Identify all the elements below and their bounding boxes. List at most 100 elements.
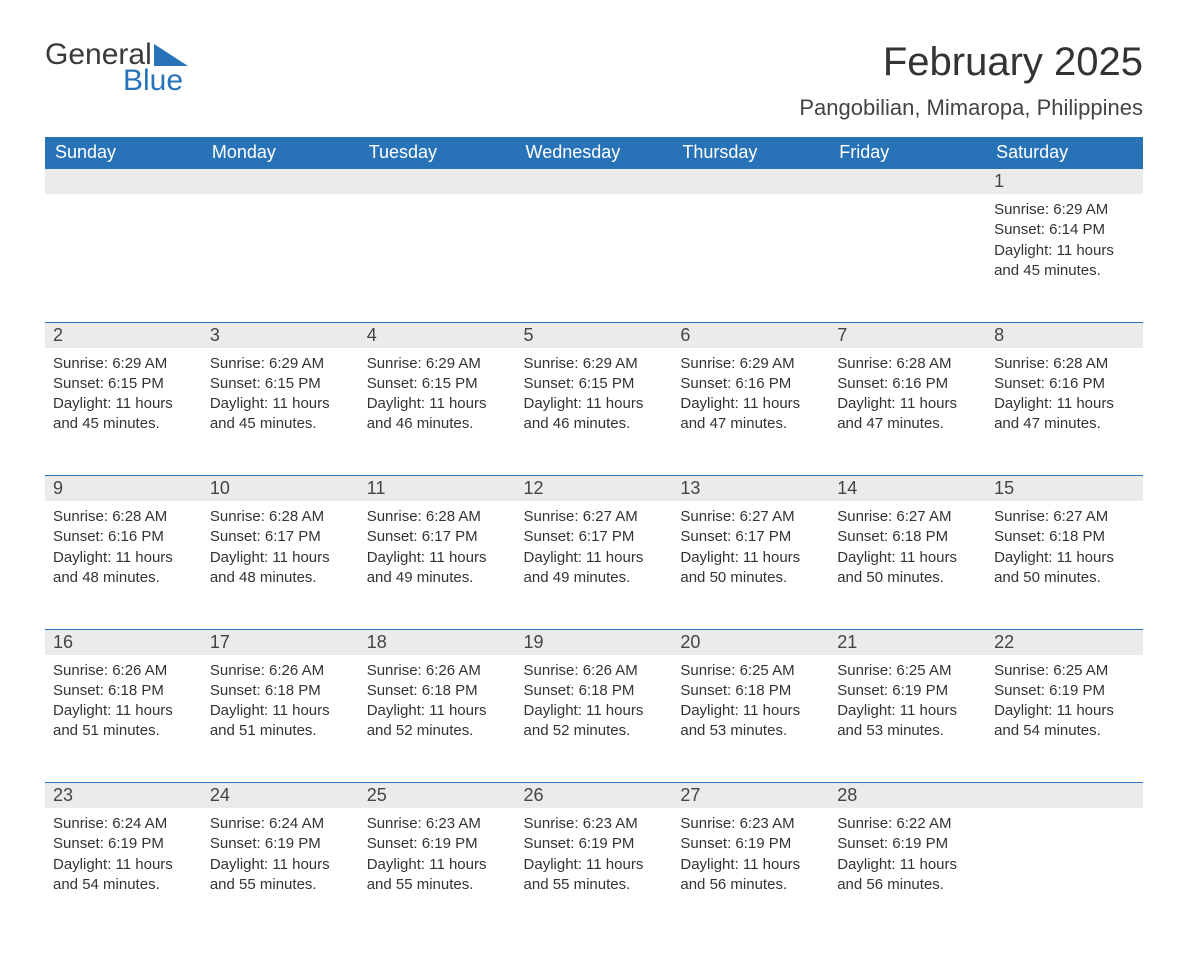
sunrise-text: Sunrise: 6:29 AM <box>367 354 508 374</box>
day-number-cell: 23 <box>45 783 202 809</box>
day-content-cell: Sunrise: 6:26 AMSunset: 6:18 PMDaylight:… <box>516 655 673 783</box>
day-number: 20 <box>672 630 829 655</box>
day-number-cell: 28 <box>829 783 986 809</box>
daylight-text: Daylight: 11 hours and 48 minutes. <box>210 548 351 589</box>
title-block: February 2025 Pangobilian, Mimaropa, Phi… <box>799 40 1143 121</box>
sunset-text: Sunset: 6:15 PM <box>210 374 351 394</box>
day-number: 6 <box>672 323 829 348</box>
day-content-cell: Sunrise: 6:27 AMSunset: 6:17 PMDaylight:… <box>516 501 673 629</box>
sunrise-text: Sunrise: 6:26 AM <box>367 661 508 681</box>
sunrise-text: Sunrise: 6:27 AM <box>994 507 1135 527</box>
day-number: 15 <box>986 476 1143 501</box>
sunset-text: Sunset: 6:18 PM <box>680 681 821 701</box>
day-number: 21 <box>829 630 986 655</box>
sunrise-text: Sunrise: 6:28 AM <box>53 507 194 527</box>
day-content: Sunrise: 6:23 AMSunset: 6:19 PMDaylight:… <box>516 808 673 909</box>
day-content-cell: Sunrise: 6:28 AMSunset: 6:16 PMDaylight:… <box>986 348 1143 476</box>
day-number-cell: 26 <box>516 783 673 809</box>
day-number: 1 <box>986 169 1143 194</box>
day-number: 17 <box>202 630 359 655</box>
daylight-text: Daylight: 11 hours and 48 minutes. <box>53 548 194 589</box>
sunrise-text: Sunrise: 6:26 AM <box>53 661 194 681</box>
day-content-cell <box>516 194 673 322</box>
day-number: 14 <box>829 476 986 501</box>
sunset-text: Sunset: 6:19 PM <box>524 834 665 854</box>
daylight-text: Daylight: 11 hours and 46 minutes. <box>367 394 508 435</box>
dow-thursday: Thursday <box>672 137 829 169</box>
day-number-cell <box>202 169 359 195</box>
day-number-cell: 7 <box>829 322 986 348</box>
dow-friday: Friday <box>829 137 986 169</box>
day-number-cell: 27 <box>672 783 829 809</box>
daylight-text: Daylight: 11 hours and 50 minutes. <box>837 548 978 589</box>
day-content-cell: Sunrise: 6:29 AMSunset: 6:15 PMDaylight:… <box>359 348 516 476</box>
day-number-cell: 9 <box>45 476 202 502</box>
day-number-cell <box>672 169 829 195</box>
day-content: Sunrise: 6:26 AMSunset: 6:18 PMDaylight:… <box>202 655 359 756</box>
day-number: 27 <box>672 783 829 808</box>
daylight-text: Daylight: 11 hours and 52 minutes. <box>524 701 665 742</box>
day-number: 8 <box>986 323 1143 348</box>
day-content: Sunrise: 6:28 AMSunset: 6:17 PMDaylight:… <box>359 501 516 602</box>
dow-tuesday: Tuesday <box>359 137 516 169</box>
sunset-text: Sunset: 6:19 PM <box>994 681 1135 701</box>
location-label: Pangobilian, Mimaropa, Philippines <box>799 95 1143 121</box>
day-content-cell <box>986 808 1143 936</box>
sunset-text: Sunset: 6:19 PM <box>53 834 194 854</box>
day-content-cell: Sunrise: 6:26 AMSunset: 6:18 PMDaylight:… <box>359 655 516 783</box>
day-number-cell: 14 <box>829 476 986 502</box>
day-number: 4 <box>359 323 516 348</box>
day-number: 13 <box>672 476 829 501</box>
dow-monday: Monday <box>202 137 359 169</box>
logo: General Blue <box>45 40 188 96</box>
day-number: 22 <box>986 630 1143 655</box>
day-content: Sunrise: 6:25 AMSunset: 6:18 PMDaylight:… <box>672 655 829 756</box>
day-number-cell: 12 <box>516 476 673 502</box>
day-content-cell <box>45 194 202 322</box>
sunset-text: Sunset: 6:18 PM <box>994 527 1135 547</box>
sunset-text: Sunset: 6:17 PM <box>367 527 508 547</box>
dow-saturday: Saturday <box>986 137 1143 169</box>
week-number-row: 16171819202122 <box>45 629 1143 655</box>
day-number: 28 <box>829 783 986 808</box>
sunset-text: Sunset: 6:18 PM <box>524 681 665 701</box>
daylight-text: Daylight: 11 hours and 46 minutes. <box>524 394 665 435</box>
day-content-cell: Sunrise: 6:23 AMSunset: 6:19 PMDaylight:… <box>672 808 829 936</box>
day-content-cell <box>359 194 516 322</box>
daylight-text: Daylight: 11 hours and 56 minutes. <box>680 855 821 896</box>
day-number <box>672 169 829 194</box>
day-content-cell: Sunrise: 6:22 AMSunset: 6:19 PMDaylight:… <box>829 808 986 936</box>
day-number <box>359 169 516 194</box>
sunrise-text: Sunrise: 6:28 AM <box>210 507 351 527</box>
day-content-cell: Sunrise: 6:23 AMSunset: 6:19 PMDaylight:… <box>359 808 516 936</box>
week-content-row: Sunrise: 6:24 AMSunset: 6:19 PMDaylight:… <box>45 808 1143 936</box>
day-content-cell: Sunrise: 6:27 AMSunset: 6:18 PMDaylight:… <box>829 501 986 629</box>
sunrise-text: Sunrise: 6:27 AM <box>680 507 821 527</box>
sunset-text: Sunset: 6:19 PM <box>837 834 978 854</box>
sunrise-text: Sunrise: 6:24 AM <box>53 814 194 834</box>
day-content-cell: Sunrise: 6:25 AMSunset: 6:19 PMDaylight:… <box>986 655 1143 783</box>
week-content-row: Sunrise: 6:29 AM Sunset: 6:15 PM Daylight:… <box>45 348 1143 476</box>
day-content-cell: Sunrise: 6:24 AMSunset: 6:19 PMDaylight:… <box>202 808 359 936</box>
sunset-text: Sunset: 6:18 PM <box>837 527 978 547</box>
day-content-cell: Sunrise: 6:24 AMSunset: 6:19 PMDaylight:… <box>45 808 202 936</box>
day-number: 10 <box>202 476 359 501</box>
day-content: Sunrise: 6:27 AMSunset: 6:17 PMDaylight:… <box>672 501 829 602</box>
day-content: Sunrise: 6:28 AMSunset: 6:17 PMDaylight:… <box>202 501 359 602</box>
sunset-text: Sunset: 6:16 PM <box>994 374 1135 394</box>
daylight-text: Daylight: 11 hours and 52 minutes. <box>367 701 508 742</box>
day-content: Sunrise: 6:27 AMSunset: 6:17 PMDaylight:… <box>516 501 673 602</box>
day-number <box>829 169 986 194</box>
day-number-cell: 25 <box>359 783 516 809</box>
day-number-cell: 8 <box>986 322 1143 348</box>
daylight-text: Daylight: 11 hours and 47 minutes. <box>680 394 821 435</box>
day-number: 19 <box>516 630 673 655</box>
day-number-cell: 4 <box>359 322 516 348</box>
calendar-table: Sunday Monday Tuesday Wednesday Thursday… <box>45 137 1143 936</box>
daylight-text: Daylight: 11 hours and 50 minutes. <box>680 548 821 589</box>
sunrise-text: Sunrise: 6:28 AM <box>994 354 1135 374</box>
day-number: 3 <box>202 323 359 348</box>
day-content: Sunrise: 6:22 AMSunset: 6:19 PMDaylight:… <box>829 808 986 909</box>
sunrise-text: Sunrise: 6:29 AM <box>994 200 1135 220</box>
day-content-cell: Sunrise: 6:29 AMSunset: 6:15 PMDaylight:… <box>516 348 673 476</box>
